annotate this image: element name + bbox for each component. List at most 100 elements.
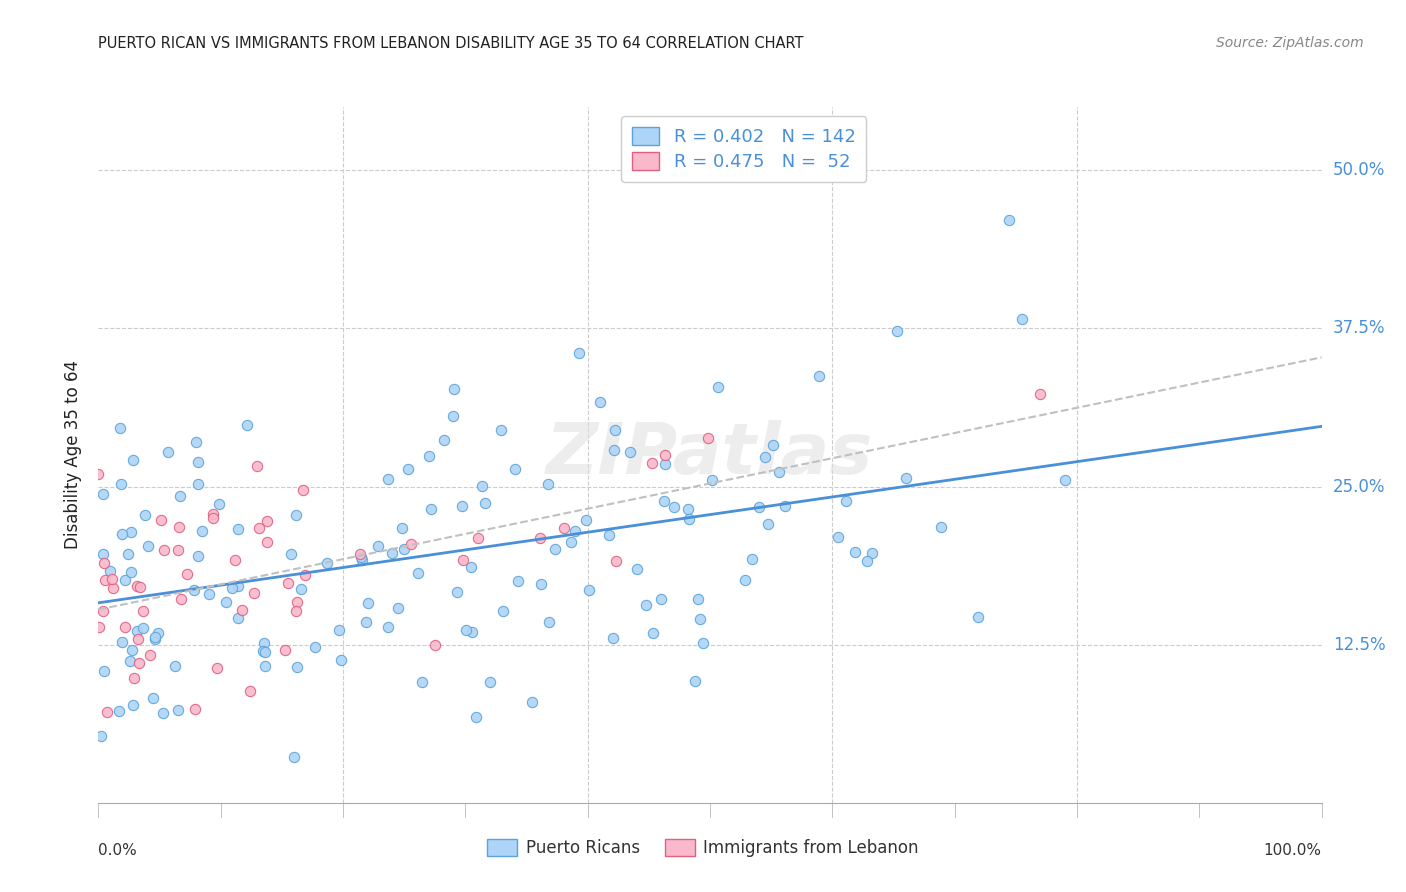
Point [352,553,374,567]
Point [377,472,399,486]
Point [396,461,419,475]
Point [101,572,124,586]
Point [652,494,675,508]
Point [844,545,866,559]
Point [460,560,482,574]
Point [187,549,209,564]
Point [111,526,134,541]
Point [224,553,246,567]
Point [350,550,373,565]
Point [253,659,276,673]
Point [208,497,231,511]
Point [93,547,115,561]
Point [256,515,278,529]
Y-axis label: Disability Age 35 to 64: Disability Age 35 to 64 [65,360,83,549]
Point [187,476,209,491]
Point [626,562,648,576]
Point [602,631,624,645]
Point [768,466,790,480]
Point [697,431,720,445]
Point [277,576,299,591]
Point [605,553,627,567]
Point [432,433,454,447]
Text: 12.5%: 12.5% [1333,636,1385,654]
Point [834,494,856,508]
Point [93,574,115,588]
Point [662,500,685,515]
Point [634,598,657,612]
Point [91,487,114,501]
Point [120,654,142,668]
Text: 0.0%: 0.0% [98,843,138,858]
Point [678,512,700,526]
Point [564,524,586,539]
Point [377,620,399,634]
Point [451,552,474,566]
Point [108,421,131,435]
Text: 37.5%: 37.5% [1333,319,1385,337]
Point [758,516,780,531]
Text: 100.0%: 100.0% [1264,843,1322,858]
Point [226,579,249,593]
Point [202,511,225,525]
Point [132,621,155,635]
Legend: Puerto Ricans, Immigrants from Lebanon: Puerto Ricans, Immigrants from Lebanon [479,831,927,866]
Point [114,573,136,587]
Point [619,444,641,458]
Point [247,520,270,534]
Point [391,521,413,535]
Point [474,496,496,510]
Point [294,568,316,582]
Point [146,625,169,640]
Point [598,528,620,542]
Point [491,424,513,438]
Point [143,630,166,644]
Point [479,674,502,689]
Point [560,534,582,549]
Point [236,417,259,432]
Point [741,551,763,566]
Point [1053,473,1076,487]
Point [136,539,159,553]
Text: ZIPatlas: ZIPatlas [547,420,873,490]
Point [471,479,494,493]
Point [183,702,205,716]
Point [827,530,849,544]
Point [274,643,297,657]
Point [349,547,371,561]
Point [101,582,124,596]
Point [734,573,756,587]
Point [330,653,353,667]
Point [183,582,205,597]
Point [111,634,134,648]
Point [522,695,544,709]
Point [602,443,624,458]
Point [1029,387,1052,401]
Point [367,540,389,554]
Point [215,595,238,609]
Point [285,660,308,674]
Point [221,582,243,596]
Point [578,583,600,598]
Point [856,553,879,567]
Point [134,508,156,522]
Point [641,456,664,470]
Point [505,461,527,475]
Point [380,546,402,560]
Point [654,448,676,462]
Point [153,542,176,557]
Point [197,587,219,601]
Point [186,455,208,469]
Point [91,604,114,618]
Text: PUERTO RICAN VS IMMIGRANTS FROM LEBANON DISABILITY AGE 35 TO 64 CORRELATION CHAR: PUERTO RICAN VS IMMIGRANTS FROM LEBANON … [98,36,804,51]
Point [253,636,276,650]
Point [685,674,707,689]
Point [467,531,489,545]
Point [399,537,422,551]
Point [252,644,274,658]
Point [686,592,709,607]
Point [603,423,626,437]
Point [411,674,433,689]
Text: 50.0%: 50.0% [1333,161,1385,179]
Point [406,566,429,581]
